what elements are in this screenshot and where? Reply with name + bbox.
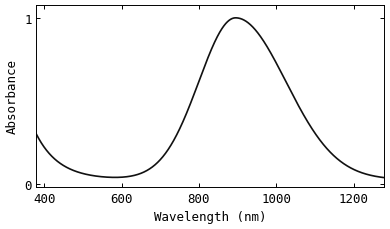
X-axis label: Wavelength (nm): Wavelength (nm) (154, 210, 267, 224)
Y-axis label: Absorbance: Absorbance (5, 59, 19, 134)
